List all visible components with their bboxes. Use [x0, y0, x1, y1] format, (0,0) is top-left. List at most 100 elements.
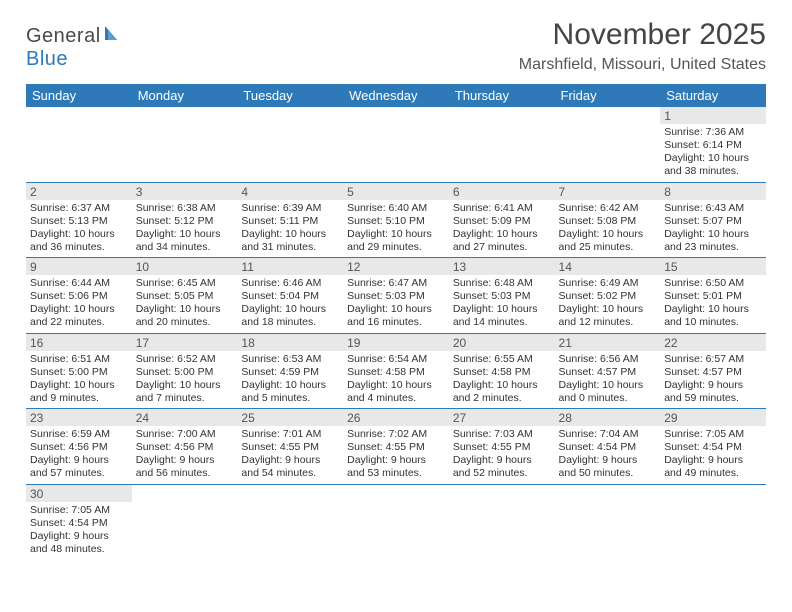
day-details: Sunrise: 7:05 AMSunset: 4:54 PMDaylight:…	[660, 426, 766, 484]
day-details: Sunrise: 6:57 AMSunset: 4:57 PMDaylight:…	[660, 351, 766, 409]
day-details: Sunrise: 6:41 AMSunset: 5:09 PMDaylight:…	[449, 200, 555, 258]
day-details: Sunrise: 6:46 AMSunset: 5:04 PMDaylight:…	[237, 275, 343, 333]
day-details: Sunrise: 6:40 AMSunset: 5:10 PMDaylight:…	[343, 200, 449, 258]
day-number: 12	[343, 258, 449, 275]
day-details: Sunrise: 6:37 AMSunset: 5:13 PMDaylight:…	[26, 200, 132, 258]
day-details: Sunrise: 6:49 AMSunset: 5:02 PMDaylight:…	[555, 275, 661, 333]
empty-cell	[237, 484, 343, 559]
day-cell: 23Sunrise: 6:59 AMSunset: 4:56 PMDayligh…	[26, 409, 132, 485]
day-number: 9	[26, 258, 132, 275]
day-cell: 8Sunrise: 6:43 AMSunset: 5:07 PMDaylight…	[660, 182, 766, 258]
weekday-header: Sunday	[26, 84, 132, 107]
day-details: Sunrise: 6:48 AMSunset: 5:03 PMDaylight:…	[449, 275, 555, 333]
day-number: 21	[555, 334, 661, 351]
day-number: 26	[343, 409, 449, 426]
empty-cell	[132, 484, 238, 559]
day-cell: 5Sunrise: 6:40 AMSunset: 5:10 PMDaylight…	[343, 182, 449, 258]
day-details: Sunrise: 6:56 AMSunset: 4:57 PMDaylight:…	[555, 351, 661, 409]
day-cell: 9Sunrise: 6:44 AMSunset: 5:06 PMDaylight…	[26, 258, 132, 334]
calendar-body: 1Sunrise: 7:36 AMSunset: 6:14 PMDaylight…	[26, 107, 766, 559]
day-number: 27	[449, 409, 555, 426]
empty-cell	[343, 107, 449, 182]
day-details: Sunrise: 6:51 AMSunset: 5:00 PMDaylight:…	[26, 351, 132, 409]
day-details: Sunrise: 7:04 AMSunset: 4:54 PMDaylight:…	[555, 426, 661, 484]
calendar-row: 1Sunrise: 7:36 AMSunset: 6:14 PMDaylight…	[26, 107, 766, 182]
day-cell: 27Sunrise: 7:03 AMSunset: 4:55 PMDayligh…	[449, 409, 555, 485]
day-number: 13	[449, 258, 555, 275]
day-cell: 30Sunrise: 7:05 AMSunset: 4:54 PMDayligh…	[26, 484, 132, 559]
day-number: 5	[343, 183, 449, 200]
day-details: Sunrise: 6:44 AMSunset: 5:06 PMDaylight:…	[26, 275, 132, 333]
empty-cell	[555, 484, 661, 559]
day-details: Sunrise: 6:45 AMSunset: 5:05 PMDaylight:…	[132, 275, 238, 333]
brand-name: GeneralBlue	[26, 24, 125, 71]
day-details: Sunrise: 7:36 AMSunset: 6:14 PMDaylight:…	[660, 124, 766, 182]
day-number: 4	[237, 183, 343, 200]
calendar-row: 23Sunrise: 6:59 AMSunset: 4:56 PMDayligh…	[26, 409, 766, 485]
weekday-header: Tuesday	[237, 84, 343, 107]
day-number: 14	[555, 258, 661, 275]
day-number: 15	[660, 258, 766, 275]
day-cell: 20Sunrise: 6:55 AMSunset: 4:58 PMDayligh…	[449, 333, 555, 409]
empty-cell	[132, 107, 238, 182]
calendar-row: 9Sunrise: 6:44 AMSunset: 5:06 PMDaylight…	[26, 258, 766, 334]
day-cell: 15Sunrise: 6:50 AMSunset: 5:01 PMDayligh…	[660, 258, 766, 334]
day-number: 16	[26, 334, 132, 351]
day-number: 3	[132, 183, 238, 200]
empty-cell	[449, 107, 555, 182]
empty-cell	[26, 107, 132, 182]
calendar-row: 16Sunrise: 6:51 AMSunset: 5:00 PMDayligh…	[26, 333, 766, 409]
brand-name-b: Blue	[26, 48, 68, 70]
day-cell: 19Sunrise: 6:54 AMSunset: 4:58 PMDayligh…	[343, 333, 449, 409]
day-details: Sunrise: 6:38 AMSunset: 5:12 PMDaylight:…	[132, 200, 238, 258]
day-number: 1	[660, 107, 766, 124]
day-number: 30	[26, 485, 132, 502]
day-details: Sunrise: 6:42 AMSunset: 5:08 PMDaylight:…	[555, 200, 661, 258]
day-details: Sunrise: 6:43 AMSunset: 5:07 PMDaylight:…	[660, 200, 766, 258]
day-cell: 28Sunrise: 7:04 AMSunset: 4:54 PMDayligh…	[555, 409, 661, 485]
day-cell: 14Sunrise: 6:49 AMSunset: 5:02 PMDayligh…	[555, 258, 661, 334]
day-details: Sunrise: 6:39 AMSunset: 5:11 PMDaylight:…	[237, 200, 343, 258]
day-cell: 24Sunrise: 7:00 AMSunset: 4:56 PMDayligh…	[132, 409, 238, 485]
empty-cell	[237, 107, 343, 182]
empty-cell	[555, 107, 661, 182]
day-details: Sunrise: 6:52 AMSunset: 5:00 PMDaylight:…	[132, 351, 238, 409]
calendar-row: 30Sunrise: 7:05 AMSunset: 4:54 PMDayligh…	[26, 484, 766, 559]
day-cell: 7Sunrise: 6:42 AMSunset: 5:08 PMDaylight…	[555, 182, 661, 258]
day-details: Sunrise: 6:53 AMSunset: 4:59 PMDaylight:…	[237, 351, 343, 409]
day-cell: 2Sunrise: 6:37 AMSunset: 5:13 PMDaylight…	[26, 182, 132, 258]
day-cell: 18Sunrise: 6:53 AMSunset: 4:59 PMDayligh…	[237, 333, 343, 409]
empty-cell	[660, 484, 766, 559]
day-number: 23	[26, 409, 132, 426]
day-cell: 3Sunrise: 6:38 AMSunset: 5:12 PMDaylight…	[132, 182, 238, 258]
day-cell: 11Sunrise: 6:46 AMSunset: 5:04 PMDayligh…	[237, 258, 343, 334]
day-details: Sunrise: 7:01 AMSunset: 4:55 PMDaylight:…	[237, 426, 343, 484]
day-number: 18	[237, 334, 343, 351]
day-details: Sunrise: 7:05 AMSunset: 4:54 PMDaylight:…	[26, 502, 132, 560]
day-details: Sunrise: 6:55 AMSunset: 4:58 PMDaylight:…	[449, 351, 555, 409]
day-details: Sunrise: 7:00 AMSunset: 4:56 PMDaylight:…	[132, 426, 238, 484]
header: GeneralBlue November 2025 Marshfield, Mi…	[26, 18, 766, 82]
day-details: Sunrise: 6:54 AMSunset: 4:58 PMDaylight:…	[343, 351, 449, 409]
sail-icon	[103, 24, 125, 48]
weekday-header: Saturday	[660, 84, 766, 107]
day-cell: 1Sunrise: 7:36 AMSunset: 6:14 PMDaylight…	[660, 107, 766, 182]
title-block: November 2025 Marshfield, Missouri, Unit…	[519, 18, 766, 82]
day-number: 17	[132, 334, 238, 351]
day-number: 22	[660, 334, 766, 351]
day-number: 7	[555, 183, 661, 200]
day-number: 10	[132, 258, 238, 275]
day-number: 19	[343, 334, 449, 351]
day-cell: 25Sunrise: 7:01 AMSunset: 4:55 PMDayligh…	[237, 409, 343, 485]
calendar-head: SundayMondayTuesdayWednesdayThursdayFrid…	[26, 84, 766, 107]
day-number: 28	[555, 409, 661, 426]
weekday-header: Thursday	[449, 84, 555, 107]
month-title: November 2025	[519, 18, 766, 52]
day-details: Sunrise: 6:50 AMSunset: 5:01 PMDaylight:…	[660, 275, 766, 333]
day-cell: 17Sunrise: 6:52 AMSunset: 5:00 PMDayligh…	[132, 333, 238, 409]
day-cell: 26Sunrise: 7:02 AMSunset: 4:55 PMDayligh…	[343, 409, 449, 485]
day-cell: 12Sunrise: 6:47 AMSunset: 5:03 PMDayligh…	[343, 258, 449, 334]
day-details: Sunrise: 7:02 AMSunset: 4:55 PMDaylight:…	[343, 426, 449, 484]
location-text: Marshfield, Missouri, United States	[519, 56, 766, 74]
day-number: 2	[26, 183, 132, 200]
